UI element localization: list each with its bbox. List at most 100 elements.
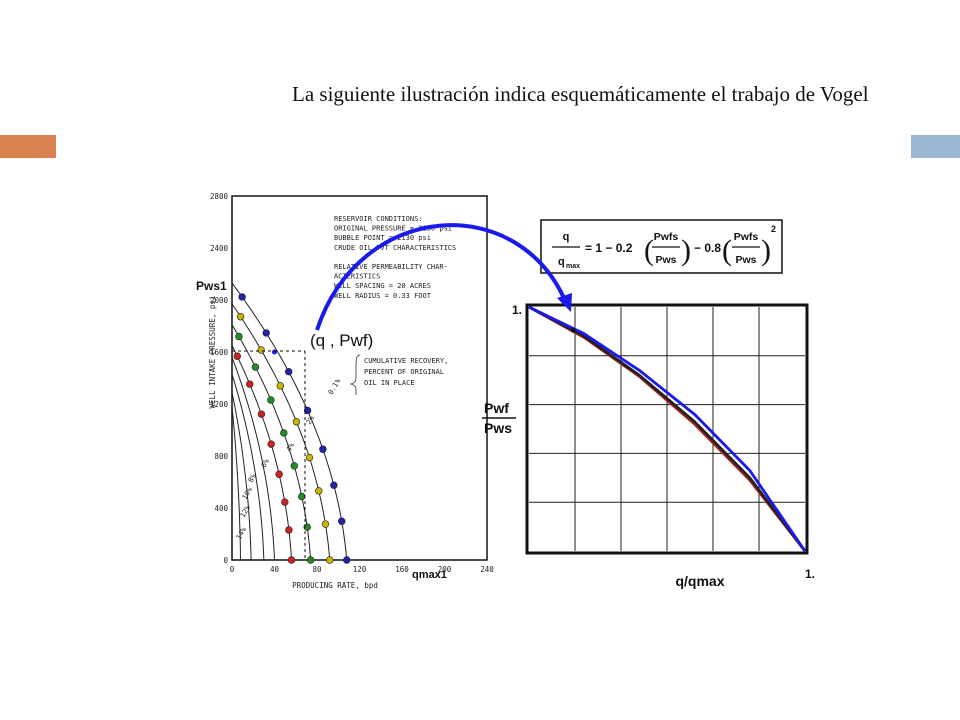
- right-x-axis-label: q/qmax: [675, 573, 724, 589]
- ipr-point: [238, 293, 246, 301]
- formula-lhs-num: q: [563, 231, 570, 243]
- connector-arrowhead: [557, 293, 572, 312]
- ipr-point: [292, 418, 301, 426]
- ipr-point: [267, 396, 275, 404]
- right-y-label-den: Pws: [484, 420, 512, 436]
- ipr-point: [290, 462, 298, 470]
- ipr-point: [305, 453, 314, 462]
- cumulative-line: CUMULATIVE RECOVERY,: [364, 357, 448, 365]
- formula-frac1-num: Pwfs: [654, 231, 679, 243]
- left-y-tick: 2800: [210, 192, 229, 201]
- formula-lhs-den: q: [558, 256, 565, 268]
- curve-label: 12%: [239, 503, 253, 519]
- right-dimensionless-curves: [528, 305, 807, 552]
- left-x-axis-title: PRODUCING RATE, bpd: [292, 581, 378, 590]
- reservoir-line: WELL RADIUS = 0.33 FOOT: [334, 292, 432, 300]
- paren-open-2: (: [722, 234, 732, 267]
- reservoir-line: CRUDE OIL PVT CHARACTERISTICS: [334, 244, 456, 252]
- ipr-point: [343, 556, 351, 564]
- left-y-tick: 1200: [210, 400, 229, 409]
- ipr-point: [276, 382, 284, 390]
- left-axis-ticks: 0 40 80 120 160 200 24004008001200160020002400…: [210, 192, 494, 574]
- curve-label: 10%: [241, 485, 255, 501]
- ipr-point: [262, 329, 270, 337]
- ipr-point: [233, 352, 241, 360]
- formula-exponent: 2: [771, 224, 776, 234]
- ipr-point: [303, 406, 312, 415]
- ipr-point: [306, 556, 315, 564]
- cumulative-line: OIL IN PLACE: [364, 379, 415, 387]
- left-ipr-curves: [231, 282, 348, 561]
- ipr-point: [319, 445, 327, 453]
- connector-arrow: [315, 223, 569, 331]
- ipr-point: [338, 517, 346, 525]
- reservoir-line: ACTERISTICS: [334, 273, 380, 281]
- ipr-point: [284, 368, 293, 376]
- ipr-point: [287, 556, 296, 564]
- left-x-tick: 160: [395, 565, 409, 574]
- ipr-point: [235, 332, 243, 341]
- ipr-point: [321, 520, 330, 528]
- q-pwf-point-label: (q , Pwf): [310, 331, 373, 350]
- left-x-tick: 240: [480, 565, 494, 574]
- formula-mid-term: − 0.8: [694, 241, 721, 255]
- left-y-tick: 400: [214, 504, 228, 513]
- ipr-curve: [231, 373, 265, 561]
- left-x-tick: 200: [438, 565, 452, 574]
- ipr-point: [330, 481, 338, 489]
- reservoir-line: WELL SPACING = 20 ACRES: [334, 282, 431, 290]
- ipr-point: [257, 346, 265, 354]
- paren-open-1: (: [644, 234, 654, 267]
- ipr-point: [326, 556, 334, 564]
- ipr-curve: [231, 303, 331, 561]
- ipr-curve: [231, 406, 241, 561]
- ipr-point: [298, 492, 306, 501]
- right-y-label-num: Pwf: [484, 400, 509, 416]
- formula-frac2-num: Pwfs: [734, 231, 759, 243]
- left-y-axis-title: WELL INTAKE PRESSURE, psi: [208, 296, 217, 409]
- curve-label: 4%: [285, 441, 297, 453]
- right-x-right-tick: 1.: [805, 567, 815, 581]
- accent-bar-left: [0, 135, 56, 158]
- left-x-tick: 0: [230, 565, 235, 574]
- cumulative-line: PERCENT OF ORIGINAL: [364, 368, 444, 376]
- ipr-curve: [231, 282, 348, 561]
- curve-label: 14%: [235, 525, 249, 541]
- left-y-tick: 2400: [210, 244, 229, 253]
- left-x-tick: 40: [270, 565, 280, 574]
- formula-frac2-den: Pws: [735, 254, 756, 266]
- ipr-point: [257, 410, 266, 418]
- ipr-point: [280, 429, 288, 437]
- reservoir-line: RELATIVE PERMEABILITY CHAR-: [334, 263, 448, 271]
- cumulative-recovery-note: CUMULATIVE RECOVERY, PERCENT OF ORIGINAL O…: [364, 357, 448, 387]
- left-plot-frame: [231, 195, 488, 561]
- ipr-point: [246, 380, 254, 388]
- ipr-point: [236, 313, 245, 321]
- ipr-point: [315, 487, 323, 495]
- reservoir-conditions: RESERVOIR CONDITIONS: ORIGINAL PRESSURE =…: [334, 215, 456, 300]
- ipr-point: [267, 440, 275, 448]
- formula-lhs-den-sub: max: [566, 263, 580, 270]
- slide-title: La siguiente ilustración indica esquemát…: [292, 82, 869, 106]
- curve-label: 2%: [305, 414, 317, 426]
- right-marked-point: [570, 327, 576, 333]
- left-x-tick: 120: [353, 565, 367, 574]
- ipr-curve: [231, 357, 275, 561]
- formula-constant-part: = 1 − 0.2: [585, 241, 633, 255]
- formula-frac1-den: Pws: [655, 254, 676, 266]
- reservoir-line: RESERVOIR CONDITIONS:: [334, 215, 423, 223]
- ipr-curve: [231, 392, 252, 561]
- left-y-tick: 800: [214, 452, 228, 461]
- paren-close-1: ): [681, 234, 691, 267]
- reservoir-line: BUBBLE POINT = 2130 psi: [334, 234, 431, 242]
- ipr-point: [285, 526, 293, 534]
- left-y-tick: 1600: [210, 348, 229, 357]
- accent-bar-right: [911, 135, 960, 158]
- paren-close-2: ): [761, 234, 771, 267]
- curve-label: 6%: [260, 457, 272, 469]
- pws1-label: Pws1: [196, 279, 227, 293]
- left-y-tick: 2000: [210, 296, 229, 305]
- right-grid: [529, 307, 805, 551]
- right-y-top-tick: 1.: [512, 303, 522, 317]
